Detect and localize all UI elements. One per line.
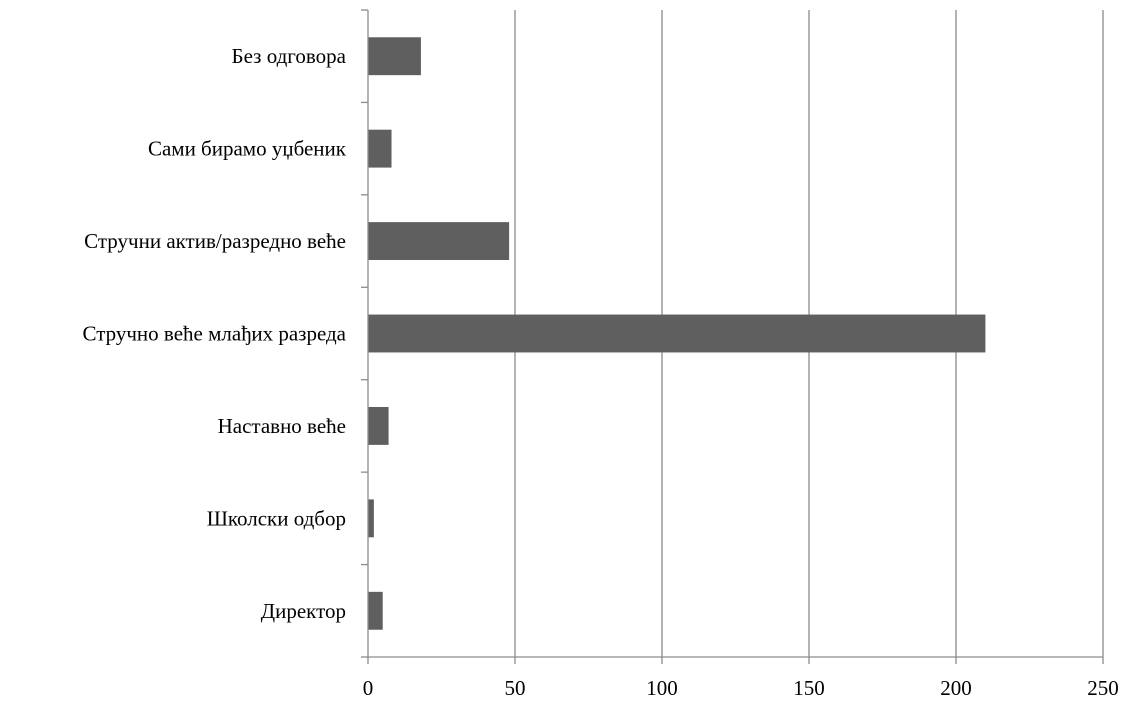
bar-5 bbox=[368, 129, 392, 168]
x-tick-label-200: 200 bbox=[940, 676, 972, 700]
category-label-1: Школски одбор bbox=[207, 506, 346, 530]
bar-6 bbox=[368, 37, 421, 76]
category-label-3: Стручно веће млађих разреда bbox=[82, 322, 346, 346]
bar-3 bbox=[368, 314, 986, 353]
bars bbox=[368, 37, 986, 630]
category-label-2: Наставно веће bbox=[218, 414, 346, 438]
x-tick-label-100: 100 bbox=[646, 676, 678, 700]
bar-1 bbox=[368, 499, 374, 538]
x-tick-label-50: 50 bbox=[505, 676, 526, 700]
category-label-4: Стручни актив/разредно веће bbox=[84, 229, 346, 253]
bar-4 bbox=[368, 222, 510, 261]
bar-2 bbox=[368, 406, 389, 445]
category-label-0: Директор bbox=[261, 599, 346, 623]
category-label-5: Сами бирамо уџбеник bbox=[148, 137, 347, 161]
x-tick-label-150: 150 bbox=[793, 676, 825, 700]
bar-0 bbox=[368, 591, 383, 630]
axes bbox=[361, 9, 1104, 664]
x-tick-label-0: 0 bbox=[363, 676, 374, 700]
x-tick-label-250: 250 bbox=[1087, 676, 1119, 700]
category-label-6: Без одговора bbox=[232, 44, 347, 68]
labels: 0 50 100 150 200 250 Директор Школски одбор Наст… bbox=[82, 44, 1118, 700]
